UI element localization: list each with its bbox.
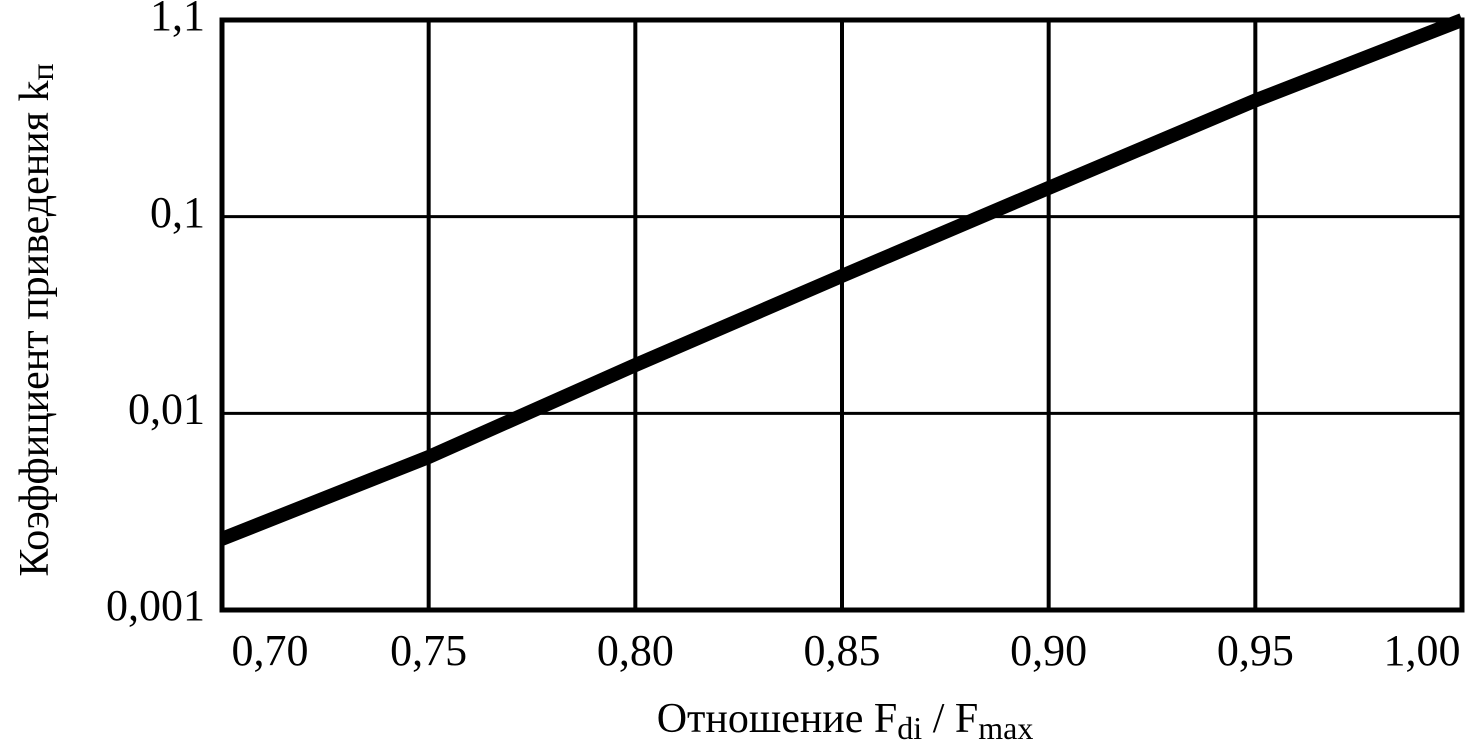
x-tick-label: 0,75 [390, 626, 467, 675]
x-tick-label: 0,90 [1010, 626, 1087, 675]
x-tick-label: 1,00 [1384, 626, 1461, 675]
x-tick-label: 0,80 [597, 626, 674, 675]
x-tick-label: 0,70 [232, 626, 309, 675]
data-line [219, 13, 1465, 546]
x-tick-label: 0,95 [1217, 626, 1294, 675]
y-tick-label: 1,1 [150, 0, 205, 40]
x-axis-title: Отношение Fdi / Fmax [657, 696, 1034, 747]
y-axis-title: Коэффициент приведения kп [12, 63, 61, 576]
y-tick-label: 0,01 [128, 384, 205, 433]
x-tick-label: 0,85 [804, 626, 881, 675]
y-tick-label: 0,1 [150, 188, 205, 237]
y-tick-label: 0,001 [106, 581, 205, 630]
